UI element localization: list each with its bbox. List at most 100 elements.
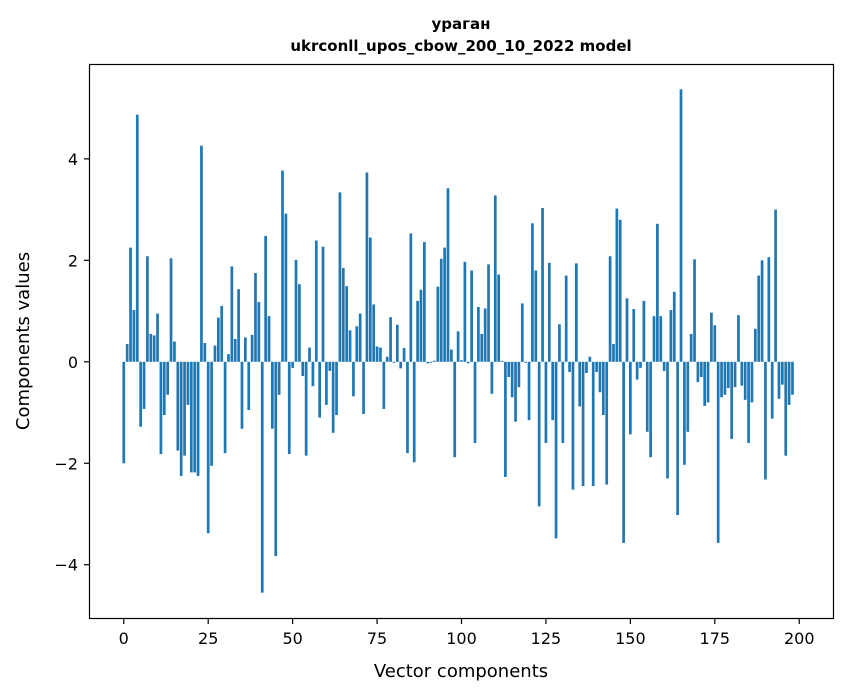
bar-component-99 [456, 331, 460, 362]
bar-component-124 [541, 208, 544, 362]
x-axis-label: Vector components [374, 661, 548, 682]
bar-component-168 [689, 333, 693, 362]
bar-component-95 [443, 247, 446, 362]
x-axis-ticks: 0 25 50 75 100 125 150 175 200 [119, 618, 815, 648]
bar-component-12 [162, 361, 166, 416]
bar-component-96 [446, 188, 450, 362]
bar-component-131 [564, 275, 568, 362]
bar-component-185 [747, 361, 750, 443]
bar-component-62 [331, 361, 335, 433]
bar-component-139 [591, 361, 595, 487]
bar-component-122 [534, 270, 538, 362]
bar-component-45 [274, 361, 278, 557]
bar-component-65 [341, 267, 345, 362]
bar-component-152 [635, 361, 639, 380]
bar-component-88 [419, 289, 423, 362]
bar-component-64 [338, 192, 342, 362]
bar-component-156 [649, 361, 652, 458]
bar-component-6 [142, 361, 146, 409]
bar-component-184 [743, 361, 747, 400]
bar-component-34 [237, 289, 240, 362]
bar-component-26 [210, 361, 213, 466]
bar-component-121 [531, 223, 534, 362]
bar-component-129 [558, 324, 561, 362]
y-tick-label: 4 [68, 150, 78, 169]
x-tick-label: 100 [446, 629, 477, 648]
bar-component-1 [125, 344, 129, 362]
bars-group [122, 89, 794, 593]
bar-component-101 [463, 261, 467, 362]
bar-component-170 [696, 361, 700, 383]
bar-component-75 [375, 346, 379, 362]
bar-component-44 [271, 361, 274, 429]
bar-component-155 [645, 361, 649, 432]
bar-component-150 [629, 361, 632, 435]
bar-component-54 [304, 361, 308, 456]
bar-component-48 [284, 213, 288, 362]
bar-component-154 [642, 300, 646, 362]
bar-component-116 [514, 361, 517, 422]
bar-component-117 [517, 361, 521, 388]
bar-component-175 [713, 325, 717, 362]
bar-component-176 [716, 361, 720, 543]
bar-component-191 [767, 257, 771, 362]
bar-component-67 [348, 330, 352, 362]
bar-component-125 [544, 361, 548, 443]
bar-component-187 [753, 328, 757, 362]
bar-component-50 [291, 361, 294, 368]
bar-component-37 [247, 361, 251, 410]
bar-component-134 [574, 263, 578, 362]
bar-component-13 [166, 361, 170, 395]
bar-component-52 [298, 284, 301, 362]
bar-component-17 [179, 361, 183, 476]
bar-component-198 [791, 361, 794, 395]
bar-component-59 [321, 246, 325, 362]
bar-component-196 [784, 361, 788, 456]
bar-component-38 [250, 334, 254, 362]
bar-component-126 [547, 262, 551, 362]
bar-component-149 [625, 298, 629, 362]
bar-component-157 [652, 316, 656, 362]
bar-component-71 [362, 361, 365, 415]
bar-component-188 [757, 275, 761, 362]
bar-component-70 [358, 313, 362, 362]
bar-component-135 [578, 361, 582, 407]
bar-component-145 [612, 344, 615, 362]
bar-component-148 [622, 361, 625, 543]
bar-component-123 [537, 361, 541, 507]
bar-component-81 [395, 324, 399, 362]
bar-component-166 [683, 361, 686, 465]
bar-component-130 [561, 361, 565, 443]
bar-component-186 [750, 361, 754, 403]
bar-component-79 [389, 317, 392, 362]
bar-component-60 [325, 361, 328, 405]
bar-component-40 [257, 301, 261, 362]
bar-component-32 [230, 266, 234, 362]
bar-component-87 [416, 300, 419, 362]
chart-subtitle: ukrconll_upos_cbow_200_10_2022 model [290, 37, 631, 55]
bar-component-58 [318, 361, 321, 418]
x-tick-label: 200 [784, 629, 815, 648]
bar-component-68 [352, 361, 355, 397]
bar-component-192 [770, 361, 774, 419]
bar-component-179 [726, 361, 730, 389]
bar-component-182 [737, 315, 740, 362]
x-tick-label: 125 [531, 629, 562, 648]
bar-component-51 [294, 259, 298, 362]
y-tick-label: 0 [68, 353, 78, 372]
bar-component-77 [382, 361, 386, 409]
y-tick-label: −4 [54, 556, 78, 575]
x-tick-label: 50 [282, 629, 302, 648]
bar-component-128 [554, 361, 558, 539]
y-axis-ticks: −4 −2 0 2 4 [54, 150, 90, 575]
bar-component-105 [477, 307, 480, 362]
bar-component-172 [703, 361, 707, 406]
x-tick-label: 0 [119, 629, 129, 648]
bar-component-14 [169, 258, 173, 362]
bar-component-16 [176, 361, 180, 451]
bar-component-42 [264, 235, 267, 362]
bar-component-43 [267, 316, 271, 362]
bar-component-41 [260, 361, 264, 593]
bar-component-35 [240, 361, 244, 429]
